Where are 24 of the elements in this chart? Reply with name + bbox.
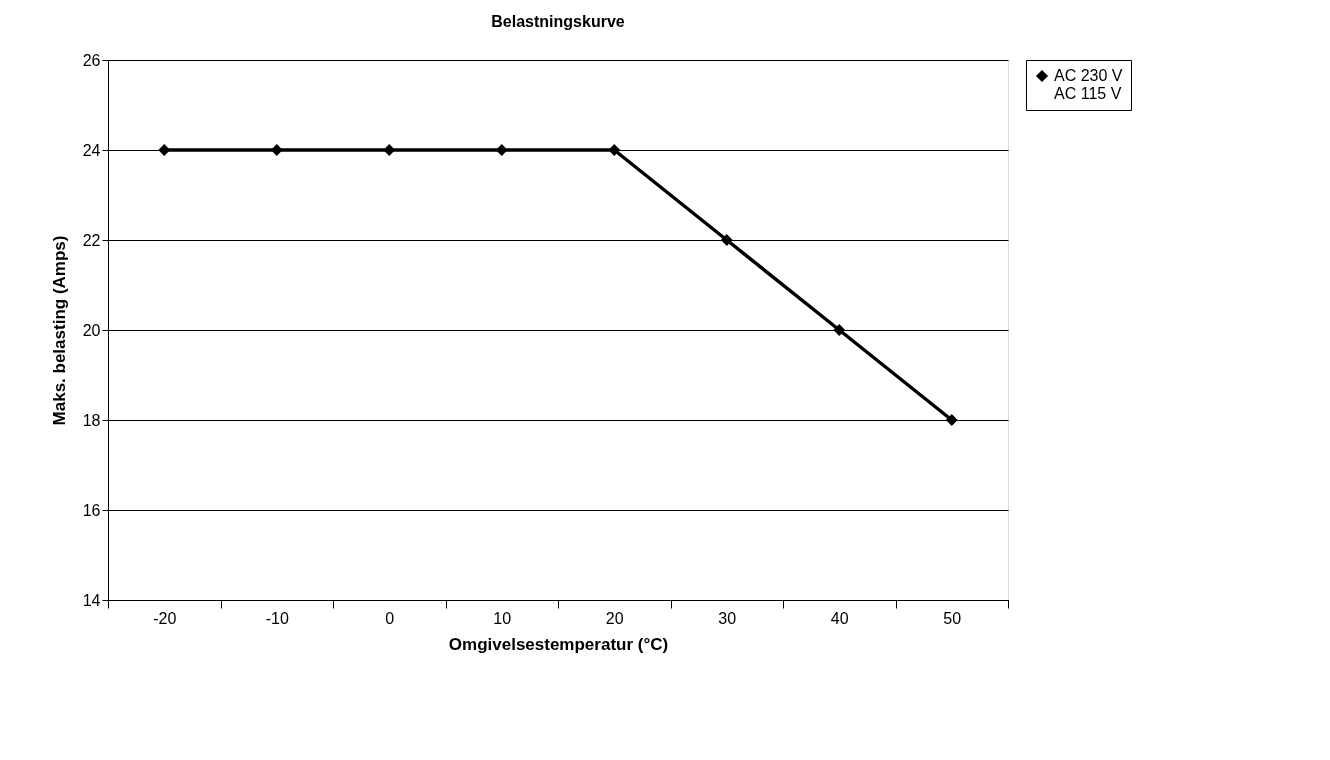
point bbox=[945, 414, 958, 426]
x-tick-label: -20 bbox=[153, 609, 177, 627]
y-tick-label: 14 bbox=[82, 591, 101, 609]
y-tick-label: 26 bbox=[82, 51, 101, 69]
legend-label: AC 230 V bbox=[1054, 67, 1123, 84]
y-tick-label: 18 bbox=[82, 411, 101, 429]
x-tick-label: 40 bbox=[830, 609, 849, 627]
point bbox=[608, 144, 621, 156]
x-axis-title: Omgivelsestemperatur (°C) bbox=[448, 634, 669, 654]
x-tick-label: 50 bbox=[943, 609, 962, 627]
x-tick-label: -10 bbox=[265, 609, 289, 627]
y-tick-label: 16 bbox=[82, 501, 101, 519]
x-tick-label: 10 bbox=[493, 609, 512, 627]
y-axis-title: Maks. belasting (Amps) bbox=[49, 235, 69, 426]
y-tick-label: 20 bbox=[82, 321, 101, 339]
text: AC 115 V bbox=[1054, 85, 1122, 102]
chart-title: Belastningskurve bbox=[491, 13, 625, 30]
x-tick-label: 30 bbox=[718, 609, 737, 627]
x-tick-label: 20 bbox=[605, 609, 624, 627]
point bbox=[720, 234, 733, 246]
y-tick-label: 22 bbox=[82, 231, 101, 249]
x-tick-label: 0 bbox=[385, 609, 395, 627]
point bbox=[833, 324, 846, 336]
y-tick-label: 24 bbox=[82, 141, 101, 159]
